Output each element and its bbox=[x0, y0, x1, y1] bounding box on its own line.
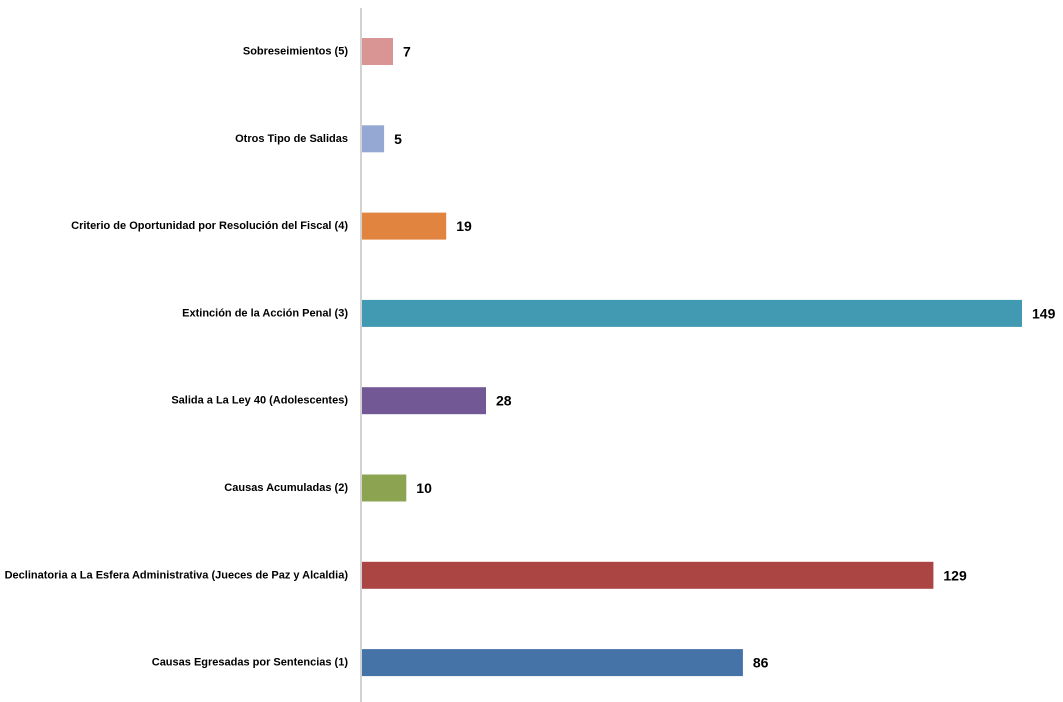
bars-layer bbox=[362, 38, 1022, 677]
value-label-causas-acumuladas-2: 10 bbox=[416, 480, 432, 496]
bar-salida-a-la-ley-40-adolescentes bbox=[362, 387, 486, 415]
category-label-extincion-de-la-accion-penal-3: Extinción de la Acción Penal (3) bbox=[182, 307, 348, 319]
value-label-sobreseimientos-5: 7 bbox=[403, 44, 411, 60]
category-label-criterio-de-oportunidad-por-resolucion-del-fiscal-4: Criterio de Oportunidad por Resolución d… bbox=[71, 220, 348, 232]
category-label-sobreseimientos-5: Sobreseimientos (5) bbox=[243, 46, 348, 58]
category-label-salida-a-la-ley-40-adolescentes: Salida a La Ley 40 (Adolescentes) bbox=[171, 395, 348, 407]
value-label-salida-a-la-ley-40-adolescentes: 28 bbox=[496, 393, 512, 409]
value-label-declinatoria-a-la-esfera-administrativa-jueces-de-paz-y-alcaldia: 129 bbox=[943, 567, 967, 583]
bar-criterio-de-oportunidad-por-resolucion-del-fiscal-4 bbox=[362, 212, 447, 240]
bar-otros-tipo-de-salidas bbox=[362, 125, 385, 153]
bar-declinatoria-a-la-esfera-administrativa-jueces-de-paz-y-alcaldia bbox=[362, 561, 934, 589]
labels-layer: Sobreseimientos (5) 7 Otros Tipo de Salida… bbox=[5, 44, 1056, 671]
bar-sobreseimientos-5 bbox=[362, 38, 393, 65]
bar-extincion-de-la-accion-penal-3 bbox=[362, 299, 1022, 327]
category-label-causas-acumuladas-2: Causas Acumuladas (2) bbox=[224, 482, 348, 494]
value-label-otros-tipo-de-salidas: 5 bbox=[394, 131, 402, 147]
category-label-otros-tipo-de-salidas: Otros Tipo de Salidas bbox=[235, 133, 348, 145]
bar-causas-egresadas-por-sentencias-1 bbox=[362, 649, 743, 677]
category-label-causas-egresadas-por-sentencias-1: Causas Egresadas por Sentencias (1) bbox=[152, 657, 349, 669]
value-label-criterio-de-oportunidad-por-resolucion-del-fiscal-4: 19 bbox=[456, 218, 472, 234]
category-label-declinatoria-a-la-esfera-administrativa-jueces-de-paz-y-alcaldia: Declinatoria a La Esfera Administrativa … bbox=[5, 569, 349, 581]
value-label-causas-egresadas-por-sentencias-1: 86 bbox=[753, 655, 769, 671]
value-label-extincion-de-la-accion-penal-3: 149 bbox=[1032, 305, 1056, 321]
bar-causas-acumuladas-2 bbox=[362, 474, 407, 502]
